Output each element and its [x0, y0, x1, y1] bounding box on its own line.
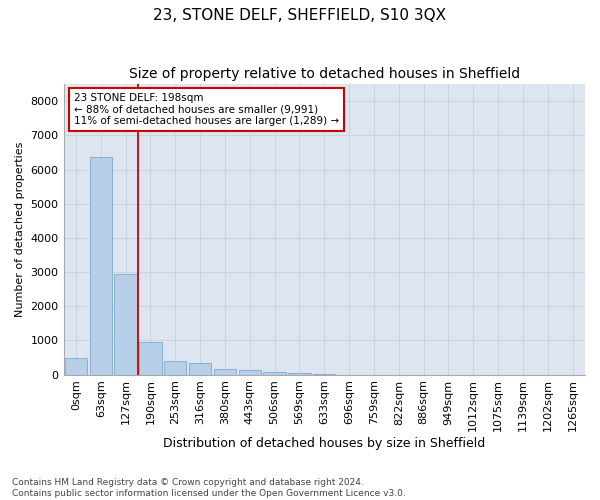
Y-axis label: Number of detached properties: Number of detached properties	[15, 142, 25, 317]
Bar	[214, 369, 236, 374]
Bar	[139, 342, 161, 374]
Text: Contains HM Land Registry data © Crown copyright and database right 2024.
Contai: Contains HM Land Registry data © Crown c…	[12, 478, 406, 498]
Bar	[89, 156, 112, 374]
Bar	[115, 274, 137, 374]
Bar	[263, 372, 286, 374]
Bar	[164, 362, 187, 374]
X-axis label: Distribution of detached houses by size in Sheffield: Distribution of detached houses by size …	[163, 437, 485, 450]
Bar	[189, 363, 211, 374]
Text: 23, STONE DELF, SHEFFIELD, S10 3QX: 23, STONE DELF, SHEFFIELD, S10 3QX	[154, 8, 446, 22]
Title: Size of property relative to detached houses in Sheffield: Size of property relative to detached ho…	[129, 68, 520, 82]
Bar	[288, 373, 311, 374]
Bar	[239, 370, 261, 374]
Text: 23 STONE DELF: 198sqm
← 88% of detached houses are smaller (9,991)
11% of semi-d: 23 STONE DELF: 198sqm ← 88% of detached …	[74, 93, 339, 126]
Bar	[65, 358, 87, 374]
